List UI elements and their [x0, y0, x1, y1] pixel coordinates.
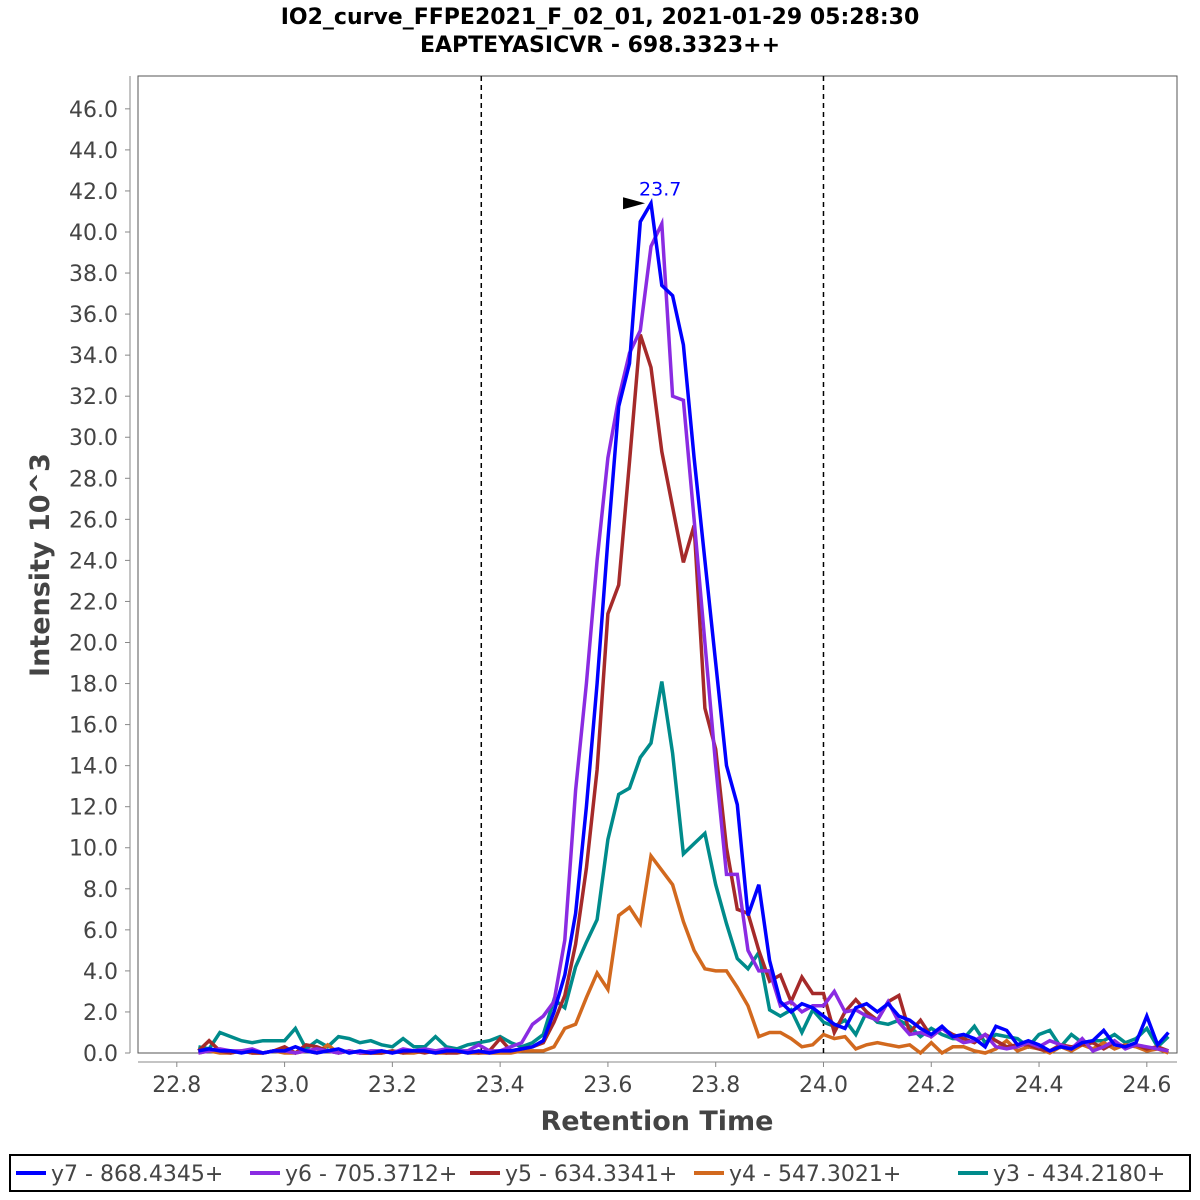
x-tick-label: 24.4 — [1015, 1073, 1064, 1098]
y-tick-label: 18.0 — [69, 673, 118, 698]
x-tick-label: 24.0 — [799, 1073, 848, 1098]
series-line-y3 — [198, 681, 1170, 1052]
y-tick-label: 6.0 — [83, 919, 118, 944]
y-tick-label: 32.0 — [69, 385, 118, 410]
x-tick-label: 23.2 — [368, 1073, 417, 1098]
x-tick-label: 24.2 — [907, 1073, 956, 1098]
x-tick-label: 22.8 — [152, 1073, 201, 1098]
y-tick-label: 2.0 — [83, 1001, 118, 1026]
chart-subtitle: EAPTEYASICVR - 698.3323++ — [420, 33, 780, 58]
y-tick-label: 30.0 — [69, 426, 118, 451]
y-tick-label: 36.0 — [69, 303, 118, 328]
series-line-y6 — [198, 216, 1169, 1055]
legend-item-label: y5 - 634.3341+ — [505, 1162, 677, 1187]
plot-area — [137, 75, 1178, 1054]
y-tick-label: 10.0 — [69, 837, 118, 862]
y-tick-label: 42.0 — [69, 180, 118, 205]
y-tick-label: 4.0 — [83, 960, 118, 985]
y-axis-title: Intensity 10^3 — [25, 453, 56, 677]
x-tick-label: 23.6 — [583, 1073, 632, 1098]
y-tick-label: 46.0 — [69, 98, 118, 123]
legend-item-label: y7 - 868.4345+ — [51, 1162, 223, 1187]
x-axis-title: Retention Time — [541, 1106, 774, 1137]
y-tick-label: 22.0 — [69, 590, 118, 615]
series-line-y7 — [198, 197, 1170, 1055]
y-tick-label: 12.0 — [69, 796, 118, 821]
y-tick-label: 26.0 — [69, 508, 118, 533]
legend-item-label: y6 - 705.3712+ — [285, 1162, 457, 1187]
y-tick-label: 8.0 — [83, 878, 118, 903]
y-tick-label: 20.0 — [69, 631, 118, 656]
y-tick-label: 16.0 — [69, 714, 118, 739]
x-tick-label: 23.0 — [260, 1073, 309, 1098]
legend-item-label: y3 - 434.2180+ — [993, 1162, 1165, 1187]
y-tick-label: 38.0 — [69, 262, 118, 287]
y-tick-label: 28.0 — [69, 467, 118, 492]
legend-item-label: y4 - 547.3021+ — [729, 1162, 901, 1187]
legend — [9, 1154, 1191, 1192]
y-tick-label: 24.0 — [69, 549, 118, 574]
x-tick-label: 23.4 — [476, 1073, 525, 1098]
y-tick-label: 14.0 — [69, 755, 118, 780]
y-tick-label: 44.0 — [69, 139, 118, 164]
chart-title: IO2_curve_FFPE2021_F_02_01, 2021-01-29 0… — [281, 5, 920, 30]
y-tick-label: 40.0 — [69, 221, 118, 246]
y-tick-label: 0.0 — [83, 1042, 118, 1067]
y-tick-label: 34.0 — [69, 344, 118, 369]
peak-label: 23.7 — [639, 178, 681, 200]
x-tick-label: 24.6 — [1122, 1073, 1171, 1098]
peak-arrow-icon — [623, 197, 646, 210]
x-tick-label: 23.8 — [691, 1073, 740, 1098]
